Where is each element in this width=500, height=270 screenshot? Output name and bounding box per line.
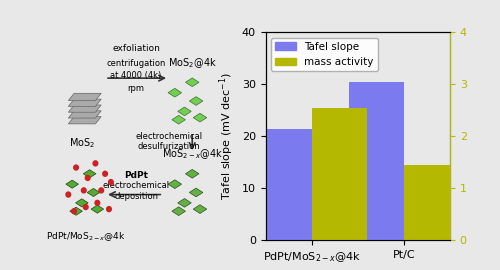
Text: PdPt: PdPt <box>124 171 148 180</box>
Y-axis label: Tafel slope (mV dec$^{-1}$): Tafel slope (mV dec$^{-1}$) <box>218 72 236 200</box>
Circle shape <box>86 176 90 180</box>
Polygon shape <box>190 188 203 197</box>
Polygon shape <box>68 117 101 124</box>
Circle shape <box>99 188 103 193</box>
Bar <box>312 108 367 240</box>
Polygon shape <box>190 97 203 105</box>
Bar <box>404 165 459 240</box>
Circle shape <box>72 209 76 214</box>
Text: rpm: rpm <box>128 84 144 93</box>
Polygon shape <box>68 93 101 101</box>
Circle shape <box>74 165 78 170</box>
Polygon shape <box>186 169 199 178</box>
Circle shape <box>108 180 113 185</box>
Text: desulfurization: desulfurization <box>138 142 200 151</box>
Text: at 4000 (4k): at 4000 (4k) <box>110 71 162 80</box>
Polygon shape <box>193 113 207 122</box>
Circle shape <box>95 200 100 205</box>
Polygon shape <box>68 111 101 118</box>
Text: exfoliation: exfoliation <box>112 44 160 53</box>
Text: PdPt/MoS$_{2-x}$@4k: PdPt/MoS$_{2-x}$@4k <box>46 230 126 243</box>
Polygon shape <box>178 198 192 207</box>
Polygon shape <box>68 99 101 106</box>
Circle shape <box>103 171 108 176</box>
Circle shape <box>106 207 112 212</box>
Polygon shape <box>87 188 100 197</box>
Polygon shape <box>70 207 82 215</box>
Circle shape <box>66 192 70 197</box>
Text: MoS$_{2-x}$@4k: MoS$_{2-x}$@4k <box>162 147 223 161</box>
Polygon shape <box>193 205 207 214</box>
Text: centrifugation: centrifugation <box>106 59 166 68</box>
Polygon shape <box>168 180 181 188</box>
Text: deposition: deposition <box>114 192 158 201</box>
Bar <box>256 129 312 240</box>
Circle shape <box>93 161 98 166</box>
Polygon shape <box>186 78 199 87</box>
Polygon shape <box>66 180 78 188</box>
Bar <box>348 82 404 240</box>
Polygon shape <box>68 105 101 112</box>
Text: electrochemical: electrochemical <box>136 131 202 140</box>
Circle shape <box>82 188 86 193</box>
Polygon shape <box>76 199 88 207</box>
Text: MoS$_2$@4k: MoS$_2$@4k <box>168 56 216 70</box>
Polygon shape <box>172 115 186 124</box>
Polygon shape <box>178 107 192 116</box>
Legend: Tafel slope, mass activity: Tafel slope, mass activity <box>271 38 378 71</box>
Text: electrochemical: electrochemical <box>102 181 170 190</box>
Polygon shape <box>84 170 96 178</box>
Polygon shape <box>168 88 181 97</box>
Text: MoS$_2$: MoS$_2$ <box>69 136 95 150</box>
Polygon shape <box>172 207 186 215</box>
Polygon shape <box>91 205 104 213</box>
Circle shape <box>84 205 88 210</box>
